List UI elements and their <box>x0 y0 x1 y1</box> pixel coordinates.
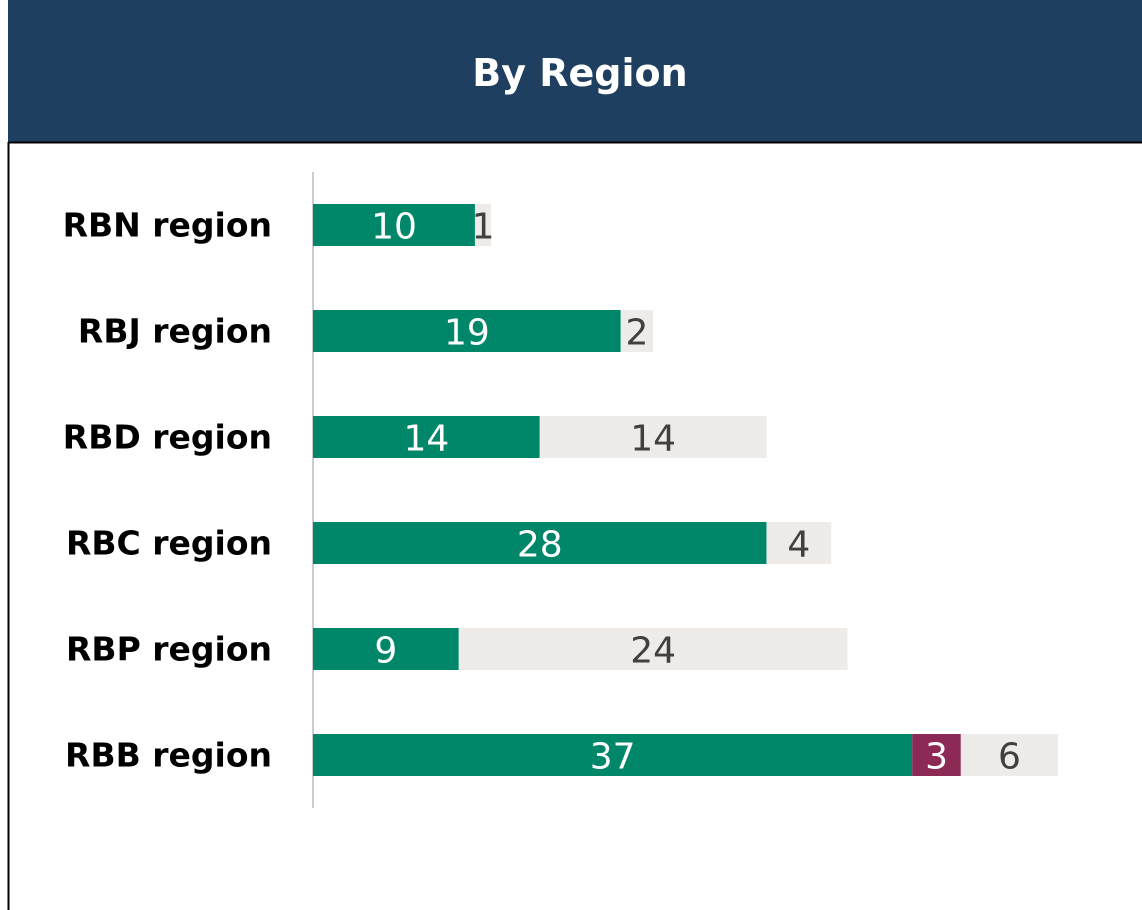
value-label: 9 <box>374 631 397 672</box>
category-label: RBP region <box>66 630 272 669</box>
bar-segment <box>313 628 459 670</box>
bar-segment <box>620 310 654 352</box>
value-label: 24 <box>630 631 676 672</box>
value-label: 3 <box>925 737 948 778</box>
value-label: 19 <box>444 313 490 354</box>
bar-segment <box>313 310 621 352</box>
bar-segment <box>474 204 492 246</box>
category-label: RBD region <box>63 418 272 457</box>
value-label: 37 <box>590 737 636 778</box>
category-label: RBC region <box>66 524 272 563</box>
bar-segment <box>313 734 913 776</box>
category-label: RBJ region <box>78 312 272 351</box>
bar-segment <box>960 734 1058 776</box>
category-label: RBB region <box>65 736 272 775</box>
value-label: 10 <box>371 207 417 248</box>
category-label: RBN region <box>63 206 272 245</box>
value-label: 14 <box>403 419 449 460</box>
bar-segment <box>458 628 848 670</box>
bar-segment <box>313 522 767 564</box>
bar-segment <box>912 734 961 776</box>
value-label: 1 <box>472 207 495 248</box>
value-label: 28 <box>517 525 563 566</box>
value-label: 6 <box>998 737 1021 778</box>
chart-title: By Region <box>472 51 687 95</box>
value-label: 2 <box>625 313 648 354</box>
bar-segment <box>313 204 475 246</box>
value-label: 4 <box>787 525 810 566</box>
header-band <box>8 0 1142 142</box>
value-label: 14 <box>630 419 676 460</box>
bar-segment <box>313 416 540 458</box>
bar-segment <box>539 416 767 458</box>
bar-segment <box>766 522 832 564</box>
